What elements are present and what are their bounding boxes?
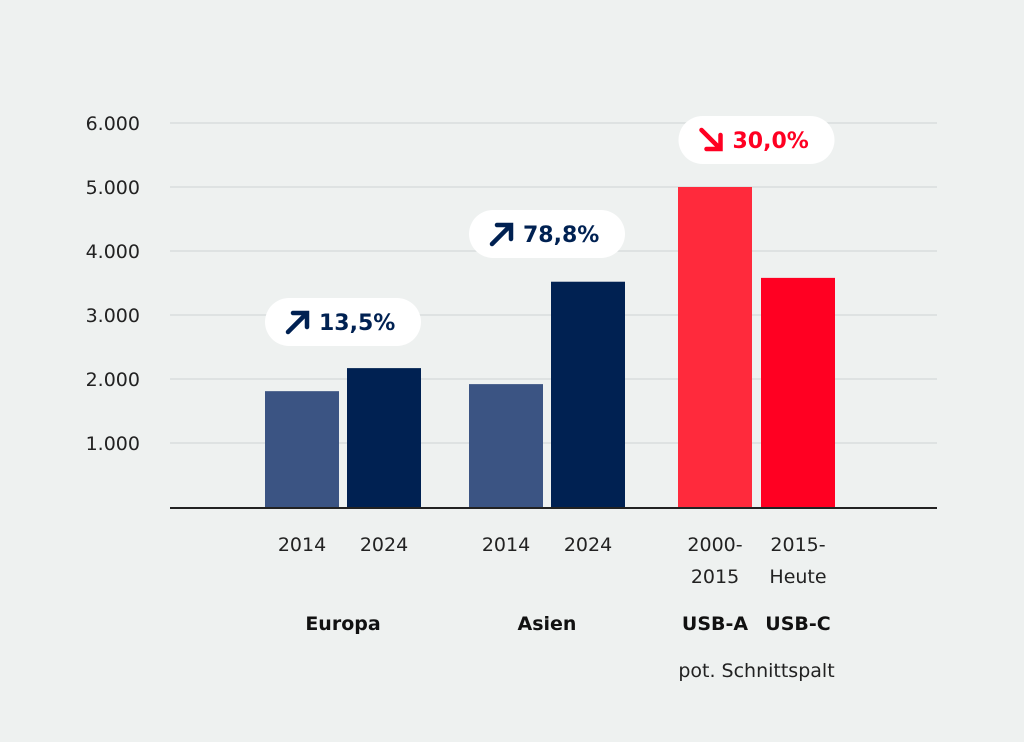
x-category-label: Heute (769, 566, 826, 588)
x-category-label: 2014 (482, 534, 530, 556)
bar (551, 281, 625, 507)
bar (347, 368, 421, 507)
change-badge (469, 210, 625, 258)
x-category-label: 2015 (691, 566, 739, 588)
y-tick-label: 4.000 (86, 241, 140, 263)
group-label: USB-C (765, 613, 830, 635)
bar (761, 277, 835, 507)
group-label: USB-A (682, 613, 748, 635)
arrow-up-right-icon (489, 222, 514, 247)
x-category-label: 2000- (687, 534, 742, 556)
change-badge (265, 298, 421, 346)
arrow-up-right-icon (285, 310, 310, 335)
change-badge-text: 13,5% (319, 311, 395, 336)
arrow-down-right-icon (699, 127, 723, 152)
group-label: Asien (518, 613, 577, 635)
footnote: pot. Schnittspalt (678, 660, 834, 682)
x-category-label: 2015- (770, 534, 825, 556)
change-badge-text: 30,0% (733, 129, 809, 154)
group-label: Europa (305, 613, 380, 635)
y-tick-label: 6.000 (86, 113, 140, 135)
x-category-label: 2024 (564, 534, 612, 556)
change-badge-text: 78,8% (523, 223, 599, 248)
y-tick-label: 3.000 (86, 305, 140, 327)
bar (469, 384, 543, 507)
y-tick-label: 1.000 (86, 433, 140, 455)
x-category-label: 2014 (278, 534, 326, 556)
y-tick-label: 2.000 (86, 369, 140, 391)
bar (678, 187, 752, 507)
y-tick-label: 5.000 (86, 177, 140, 199)
bar (265, 391, 339, 507)
change-badge (678, 116, 835, 164)
x-category-label: 2024 (360, 534, 408, 556)
